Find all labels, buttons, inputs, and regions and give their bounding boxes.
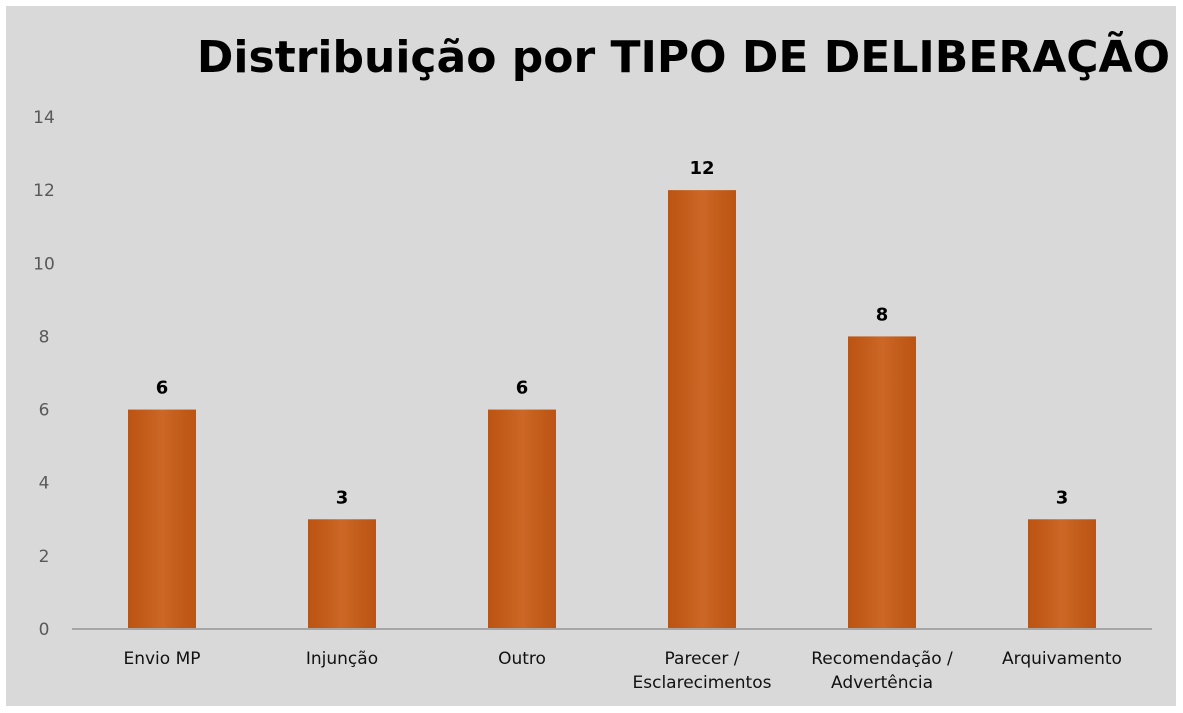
- y-tick-label: 6: [39, 401, 50, 421]
- y-tick-label: 8: [39, 327, 50, 347]
- data-label: 6: [156, 378, 169, 399]
- bar: [668, 190, 736, 629]
- x-tick-label: Recomendação / Advertência: [811, 649, 953, 693]
- data-label: 6: [516, 378, 529, 399]
- y-tick-label: 12: [33, 181, 55, 201]
- y-tick-label: 2: [39, 547, 50, 567]
- data-label: 3: [1056, 487, 1069, 508]
- data-label: 3: [336, 487, 349, 508]
- x-tick-label: Arquivamento: [1002, 649, 1122, 669]
- y-tick-label: 0: [39, 620, 50, 640]
- x-tick-label: Injunção: [305, 649, 379, 669]
- x-tick-label: Outro: [498, 649, 546, 669]
- y-tick-label: 14: [33, 108, 55, 128]
- data-label: 8: [876, 304, 889, 325]
- x-tick-label: Parecer / Esclarecimentos: [632, 649, 772, 693]
- x-tick-label: Envio MP: [123, 649, 201, 669]
- chart-title: Distribuição por TIPO DE DELIBERAÇÃO: [197, 30, 1170, 83]
- y-tick-label: 4: [39, 474, 50, 494]
- bar: [1028, 519, 1096, 629]
- bar: [128, 409, 196, 629]
- bar: [308, 519, 376, 629]
- chart-background: [6, 6, 1176, 706]
- bar: [488, 409, 556, 629]
- y-tick-label: 10: [33, 254, 55, 274]
- bar: [848, 336, 916, 629]
- data-label: 12: [689, 158, 714, 179]
